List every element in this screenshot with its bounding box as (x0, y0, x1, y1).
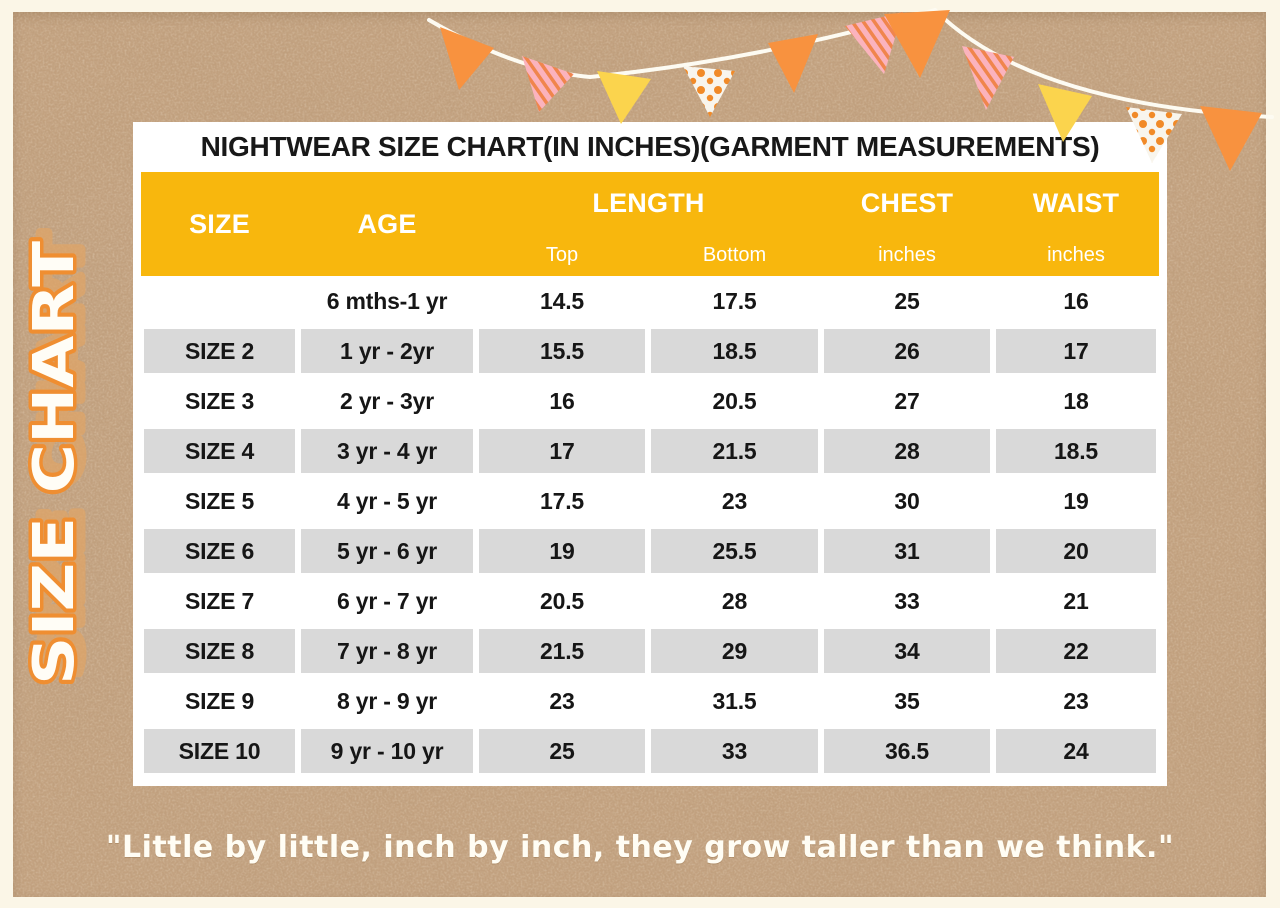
cell-waist: 24 (993, 726, 1159, 776)
cell-bottom: 21.5 (648, 426, 821, 476)
quote-text: "Little by little, inch by inch, they gr… (105, 830, 1175, 865)
cell-size: SIZE 3 (184, 387, 255, 414)
cell-top: 23 (549, 687, 575, 714)
cell-age: 4 yr - 5 yr (336, 487, 438, 514)
col-subheader-chest-inches: inches (878, 243, 936, 266)
cell-size: SIZE 9 (184, 687, 255, 714)
cell-waist: 22 (993, 626, 1159, 676)
col-header-age: AGE (357, 208, 417, 239)
cell-top: 16 (549, 387, 575, 414)
cell-age: 2 yr - 3yr (340, 387, 434, 414)
cell-waist: 17 (993, 326, 1159, 376)
cell-bottom: 33 (648, 726, 821, 776)
cell-age: 5 yr - 6 yr (298, 526, 476, 576)
cell-chest: 34 (821, 626, 993, 676)
vertical-title-shadow: SIZE CHART (30, 233, 95, 677)
cell-age: 1 yr - 2yr (298, 326, 476, 376)
cell-bottom: 31.5 (712, 687, 757, 714)
table-row: SIZE 3 2 yr - 3yr 16 20.5 27 18 (141, 376, 1159, 426)
cell-size: SIZE 6 (141, 526, 298, 576)
cell-chest: 35 (894, 687, 920, 714)
cell-age: 3 yr - 4 yr (298, 426, 476, 476)
table-row: SIZE 5 4 yr - 5 yr 17.5 23 30 19 (141, 476, 1159, 526)
vertical-title-text: SIZE CHART (22, 241, 87, 685)
cell-chest: 36.5 (821, 726, 993, 776)
cell-top: 21.5 (476, 626, 648, 676)
size-chart-card: NIGHTWEAR SIZE CHART(IN INCHES)(GARMENT … (133, 122, 1167, 786)
cell-size: SIZE 8 (141, 626, 298, 676)
cell-top: 15.5 (476, 326, 648, 376)
cell-waist: 23 (1063, 687, 1089, 714)
cell-bottom: 20.5 (712, 387, 757, 414)
cell-waist: 20 (993, 526, 1159, 576)
cell-top: 14.5 (540, 287, 584, 314)
cell-chest: 33 (894, 587, 920, 614)
cell-top: 17.5 (540, 487, 584, 514)
table-row: 6 mths-1 yr 14.5 17.5 25 16 (141, 276, 1159, 326)
col-header-waist: WAIST (1032, 187, 1120, 218)
col-header-chest: CHEST (860, 187, 954, 218)
cell-waist: 18.5 (993, 426, 1159, 476)
cell-bottom: 25.5 (648, 526, 821, 576)
table-row: SIZE 7 6 yr - 7 yr 20.5 28 33 21 (141, 576, 1159, 626)
cell-size: SIZE 2 (141, 326, 298, 376)
cell-top: 17 (476, 426, 648, 476)
table-row: SIZE 10 9 yr - 10 yr 25 33 36.5 24 (141, 726, 1159, 776)
cell-chest: 28 (821, 426, 993, 476)
col-header-size: SIZE (189, 208, 250, 239)
cell-chest: 25 (894, 287, 920, 314)
vertical-size-chart-title: SIZE CHART SIZE CHART (19, 229, 100, 689)
col-subheader-top: Top (545, 243, 579, 266)
cell-age: 8 yr - 9 yr (336, 687, 438, 714)
col-subheader-bottom: Bottom (702, 243, 767, 266)
cell-age: 9 yr - 10 yr (298, 726, 476, 776)
cell-top: 20.5 (540, 587, 584, 614)
cell-chest: 27 (894, 387, 920, 414)
cell-age: 6 yr - 7 yr (336, 587, 438, 614)
cell-chest: 30 (894, 487, 920, 514)
cell-bottom: 28 (721, 587, 748, 614)
cell-age: 7 yr - 8 yr (298, 626, 476, 676)
table-header: SIZE AGE LENGTH CHEST WAIST Top Bottom i… (141, 172, 1159, 276)
cell-age: 6 mths-1 yr (326, 287, 448, 314)
cell-waist: 18 (1063, 387, 1089, 414)
col-subheader-waist-inches: inches (1047, 243, 1105, 266)
table-row: SIZE 9 8 yr - 9 yr 23 31.5 35 23 (141, 676, 1159, 726)
cell-size: SIZE 5 (184, 487, 255, 514)
col-header-length: LENGTH (592, 187, 705, 218)
cell-size: SIZE 10 (141, 726, 298, 776)
cell-size: SIZE 7 (184, 587, 255, 614)
cell-chest: 31 (821, 526, 993, 576)
table-title: NIGHTWEAR SIZE CHART(IN INCHES)(GARMENT … (200, 131, 1100, 162)
cell-size (141, 276, 298, 326)
cell-bottom: 23 (721, 487, 748, 514)
cell-top: 19 (476, 526, 648, 576)
cell-waist: 16 (1063, 287, 1089, 314)
cell-waist: 21 (1063, 587, 1089, 614)
cell-bottom: 18.5 (648, 326, 821, 376)
cell-top: 25 (476, 726, 648, 776)
cell-bottom: 29 (648, 626, 821, 676)
cell-waist: 19 (1063, 487, 1089, 514)
cell-chest: 26 (821, 326, 993, 376)
cell-size: SIZE 4 (141, 426, 298, 476)
cell-bottom: 17.5 (712, 287, 757, 314)
